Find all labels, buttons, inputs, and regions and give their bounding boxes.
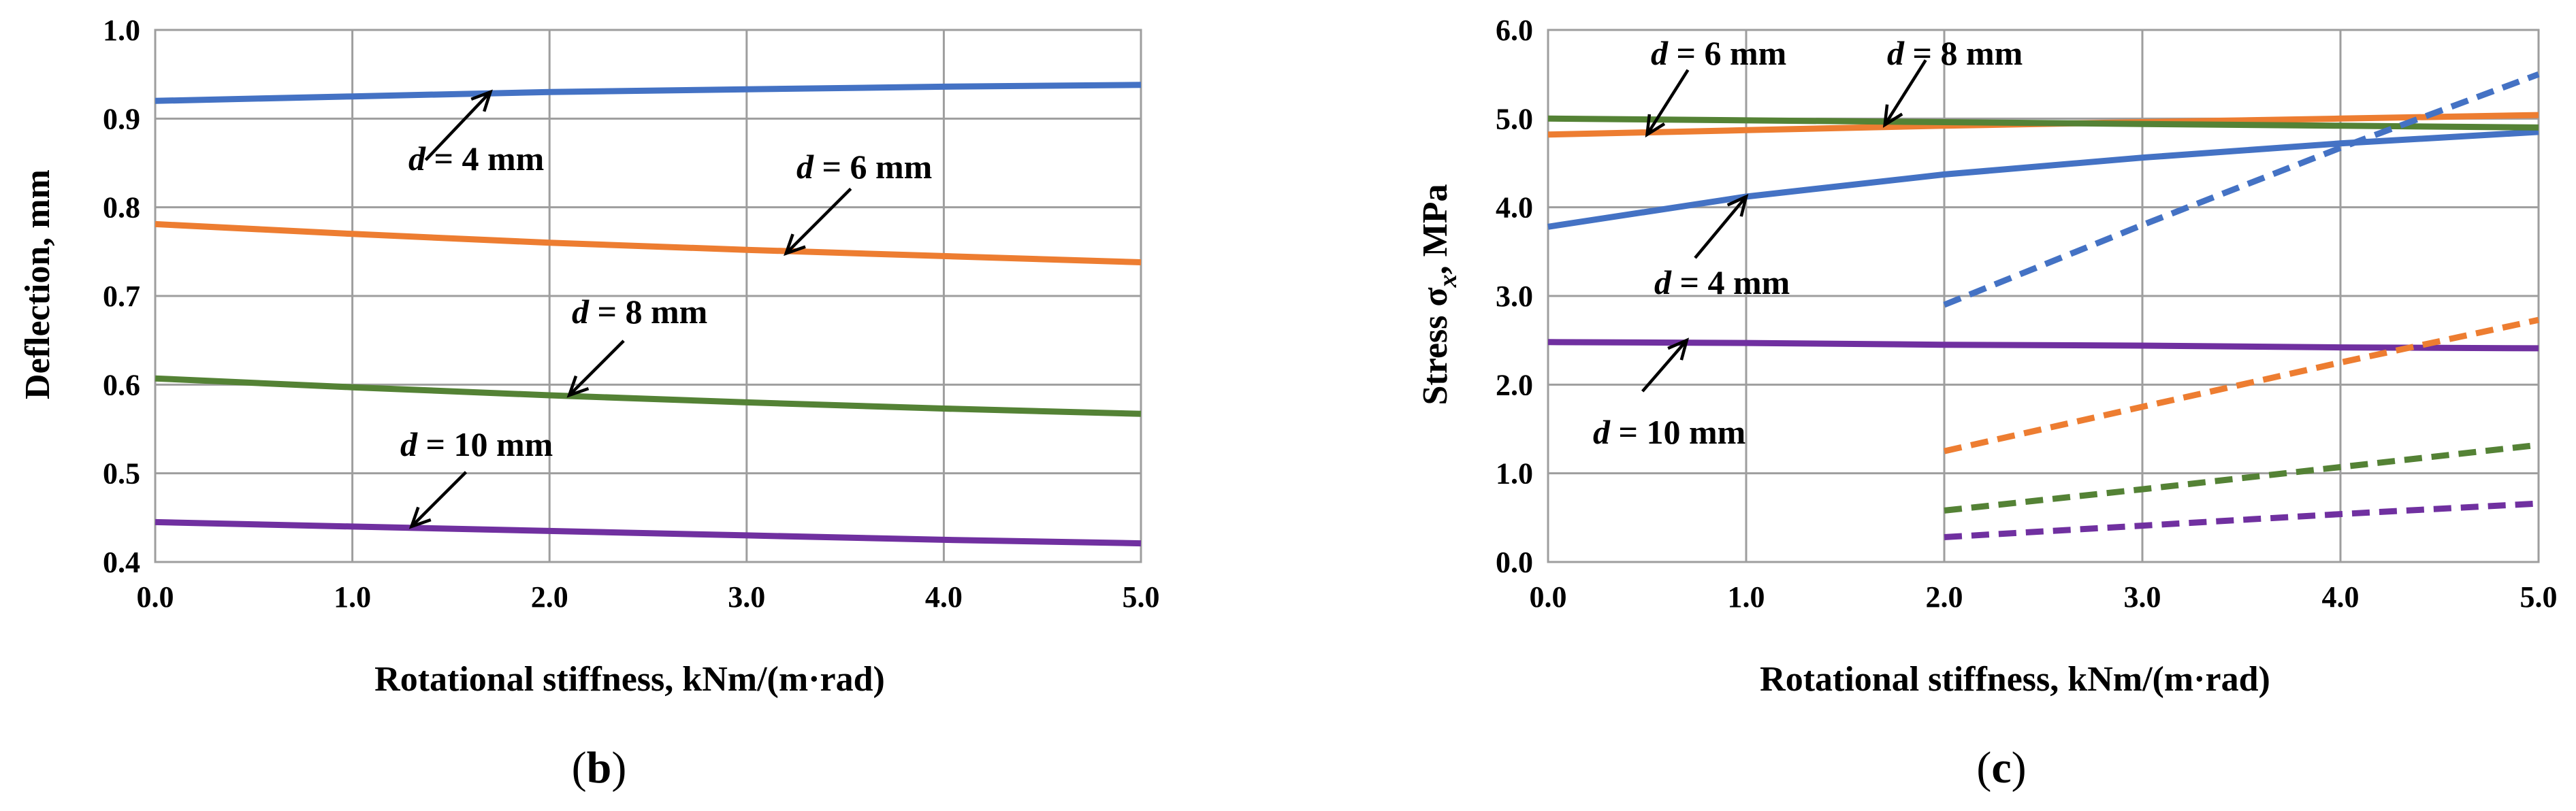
- annotation-label-deflection: d = 6 mm: [796, 148, 932, 186]
- y-tick-label-deflection: 0.4: [103, 546, 140, 579]
- series-line-d10-stress: [1547, 339, 2539, 352]
- series-line-d10-deflection: [155, 518, 1142, 547]
- annotation-label-stress: d = 8 mm: [1887, 34, 2023, 72]
- y-tick-label-stress: 3.0: [1496, 280, 1533, 313]
- y-tick-label-stress: 5.0: [1496, 102, 1533, 135]
- series-line-d4-dashed-stress: [1943, 71, 2540, 308]
- series-line-d6-deflection: [155, 220, 1142, 265]
- plot-area-deflection: [154, 29, 1142, 563]
- annotation-arrowhead-deflection: [566, 375, 590, 398]
- annotation-label-stress: d = 4 mm: [1654, 263, 1790, 301]
- series-stress: [1547, 71, 2540, 540]
- y-axis-label-stress: Stress σx, MPa: [1416, 184, 1462, 405]
- y-tick-label-deflection: 1.0: [103, 14, 140, 47]
- y-tick-label-deflection: 0.6: [103, 368, 140, 401]
- y-tick-label-stress: 6.0: [1496, 14, 1533, 47]
- annotation-arrow-stress: [1694, 195, 1748, 259]
- x-tick-label-deflection: 2.0: [531, 580, 568, 614]
- grid-stress: [1547, 29, 2540, 563]
- annotation-arrow-deflection: [568, 340, 625, 397]
- annotation-arrow-stress: [1883, 59, 1927, 126]
- x-tick-label-deflection: 4.0: [925, 580, 963, 614]
- annotation-label-deflection: d = 10 mm: [400, 425, 553, 463]
- series-line-d10-dashed-stress: [1944, 500, 2539, 540]
- x-tick-label-stress: 4.0: [2322, 580, 2360, 614]
- series-line-d8-deflection: [155, 375, 1142, 417]
- y-tick-label-deflection: 0.8: [103, 191, 140, 225]
- series-line-d8-dashed-stress: [1944, 442, 2539, 514]
- annotation-arrowhead-stress: [1667, 337, 1690, 361]
- series-line-d4-stress: [1547, 129, 2539, 230]
- series-line-d4-deflection: [155, 82, 1142, 104]
- annotation-label-stress: d = 6 mm: [1651, 34, 1786, 72]
- x-tick-label-stress: 1.0: [1728, 580, 1765, 614]
- annotation-arrowhead-stress: [1726, 194, 1749, 217]
- y-tick-label-stress: 2.0: [1496, 368, 1533, 401]
- y-axis-label-deflection: Deflection, mm: [18, 169, 57, 399]
- annotation-arrowhead-stress: [1882, 104, 1903, 128]
- x-tick-label-deflection: 0.0: [137, 580, 174, 614]
- annotation-arrow-stress: [1641, 339, 1688, 393]
- annotation-label-deflection: d = 8 mm: [572, 293, 707, 331]
- panel-label-b: (b): [572, 743, 627, 793]
- annotation-arrow-deflection: [410, 471, 468, 528]
- annotation-label-deflection: d = 4 mm: [408, 139, 544, 178]
- panel-label-c: (c): [1976, 743, 2026, 793]
- y-tick-label-deflection: 0.7: [103, 280, 140, 313]
- annotation-arrowhead-deflection: [470, 89, 493, 112]
- chart-stress: d = 6 mm d = 8 mm d = 4 mm d = 10 mm 0.0 1.0…: [1416, 14, 2558, 793]
- x-axis-label-stress: Rotational stiffness, kNm/(m·rad): [1760, 660, 2270, 699]
- x-tick-label-stress: 3.0: [2124, 580, 2161, 614]
- x-axis-label-deflection: Rotational stiffness, kNm/(m·rad): [374, 660, 885, 699]
- annotation-arrow-deflection: [785, 187, 852, 255]
- series-deflection: [155, 82, 1142, 547]
- grid-deflection: [154, 29, 1142, 563]
- y-tick-label-stress: 1.0: [1496, 457, 1533, 491]
- annotation-arrowhead-deflection: [408, 506, 432, 529]
- annotation-arrowhead-stress: [1645, 114, 1666, 138]
- annotations-deflection: d = 4 mm d = 6 mm d = 8 mm d = 10 mm: [400, 89, 932, 529]
- y-tick-label-deflection: 0.5: [103, 457, 140, 491]
- y-tick-label-stress: 4.0: [1496, 191, 1533, 225]
- annotation-arrow-stress: [1645, 69, 1690, 135]
- series-line-d8-stress: [1547, 115, 2539, 131]
- x-tick-label-deflection: 5.0: [1123, 580, 1160, 614]
- x-tick-label-stress: 2.0: [1926, 580, 1963, 614]
- ticks-deflection: 0.0 1.0 2.0 3.0 4.0 5.0 0.4 0.5 0.6 0.7 0.8 0.9 1.0: [103, 14, 1160, 614]
- chart-deflection: d = 4 mm d = 6 mm d = 8 mm d = 10 mm 0.0 1.0…: [18, 14, 1160, 793]
- x-tick-label-deflection: 3.0: [728, 580, 765, 614]
- plot-area-stress: [1547, 29, 2540, 563]
- annotation-arrowhead-deflection: [784, 233, 806, 256]
- annotations-stress: d = 6 mm d = 8 mm d = 4 mm d = 10 mm: [1593, 34, 2023, 451]
- annotation-arrow-deflection: [424, 90, 492, 161]
- x-tick-label-stress: 5.0: [2520, 580, 2558, 614]
- y-tick-label-stress: 0.0: [1496, 546, 1533, 579]
- y-tick-label-deflection: 0.9: [103, 102, 140, 135]
- annotation-label-stress: d = 10 mm: [1593, 413, 1745, 451]
- x-tick-label-stress: 0.0: [1530, 580, 1567, 614]
- x-tick-label-deflection: 1.0: [334, 580, 371, 614]
- ticks-stress: 0.0 1.0 2.0 3.0 4.0 5.0 0.0 1.0 2.0 3.0 4.0 5.0 6.0: [1496, 14, 2558, 614]
- series-line-d6-dashed-stress: [1944, 316, 2539, 454]
